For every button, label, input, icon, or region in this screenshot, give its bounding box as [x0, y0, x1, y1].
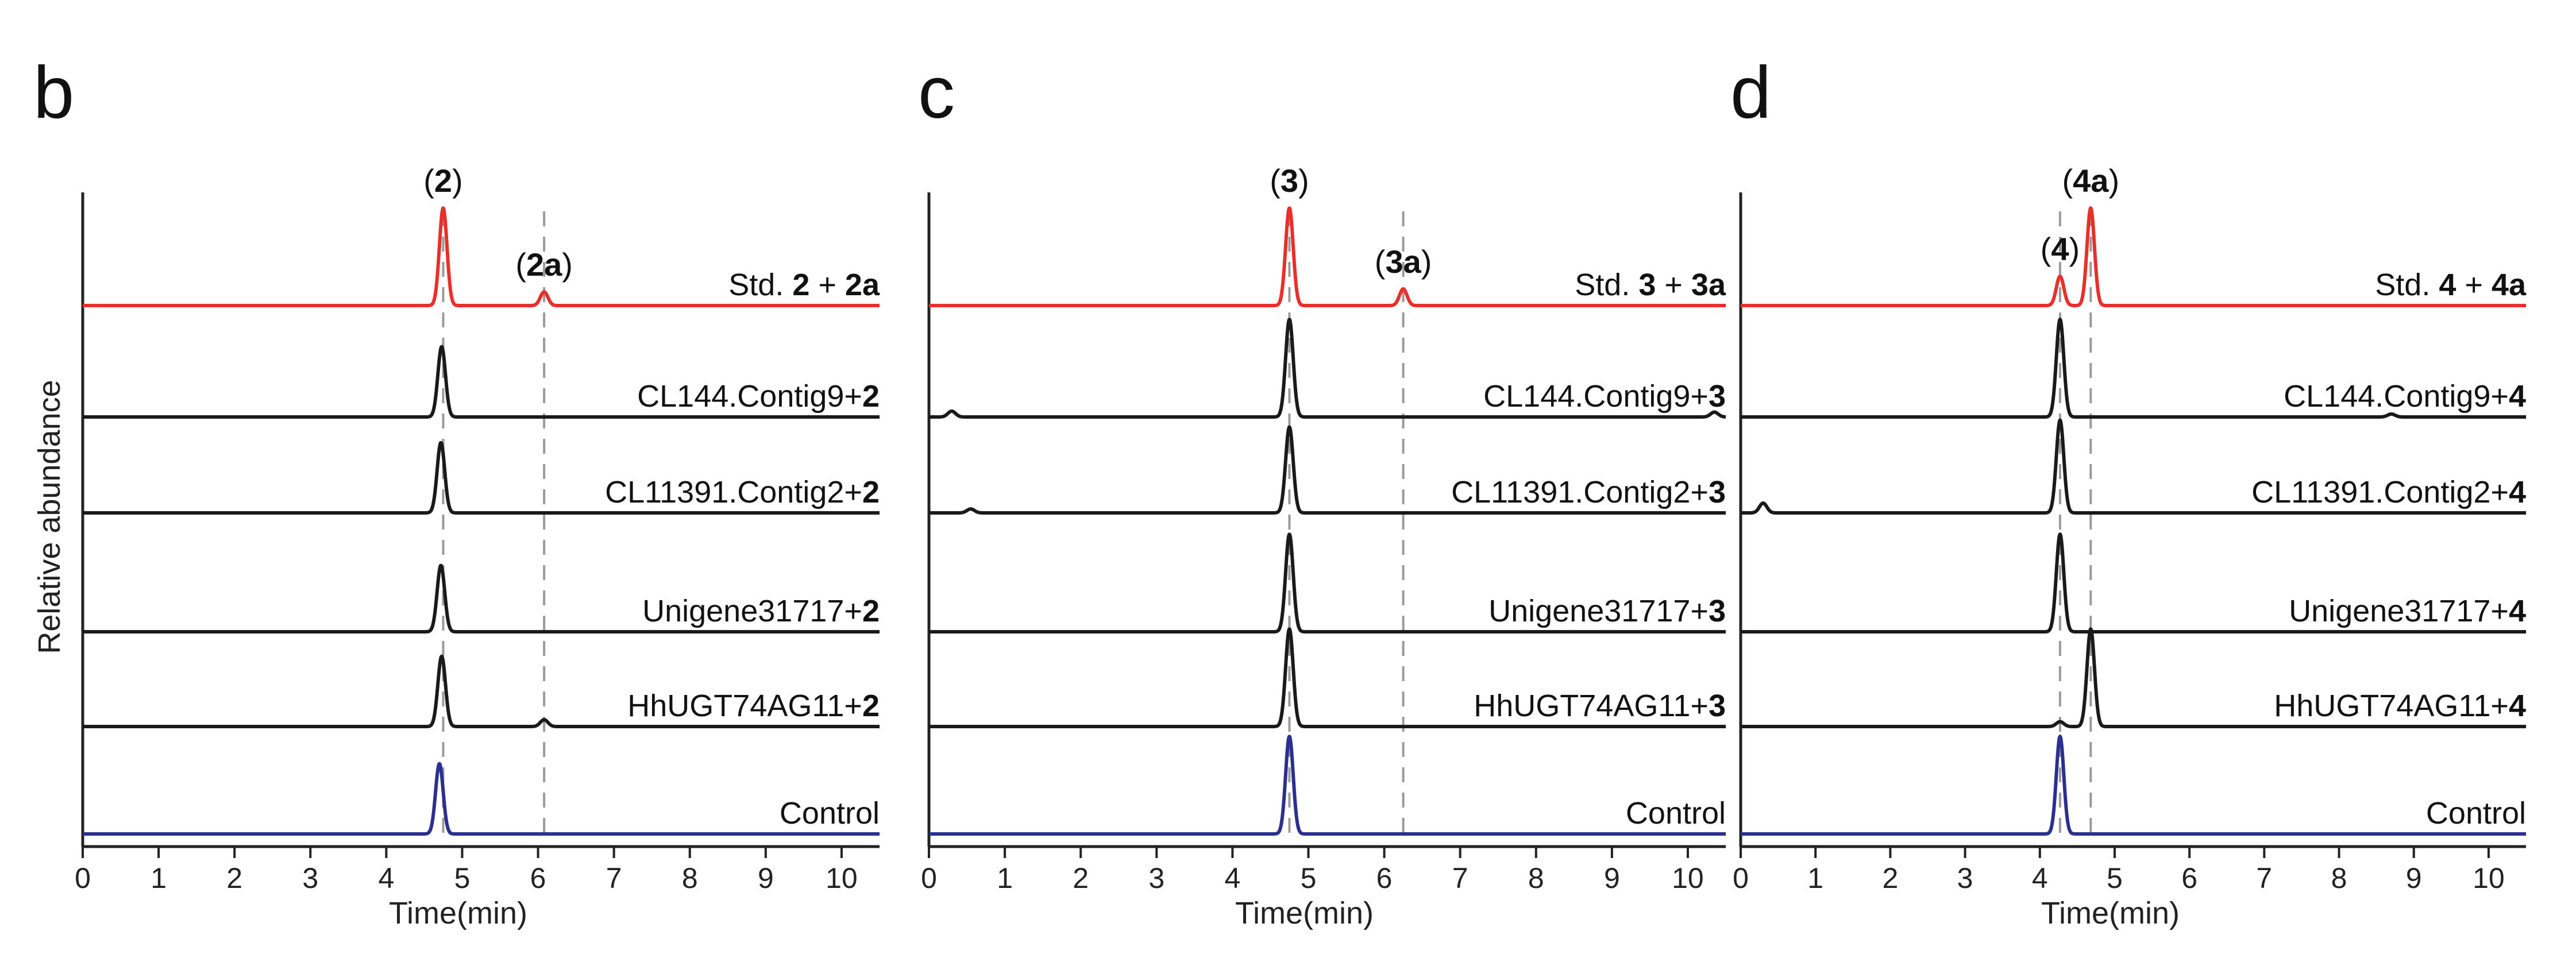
x-tick-label: 8 [1528, 862, 1544, 894]
x-tick-label: 9 [758, 862, 774, 894]
trace-line [928, 318, 1727, 419]
x-tick-label: 5 [2107, 862, 2123, 894]
trace-label: Unigene31717+3 [1488, 594, 1726, 628]
trace-label: HhUGT74AG11+3 [1474, 689, 1726, 723]
trace-label: Control [2426, 796, 2526, 830]
trace-line [1740, 627, 2527, 728]
peak-compound-label: (4) [2041, 231, 2080, 267]
trace-label: Unigene31717+2 [642, 594, 880, 628]
x-tick-label: 3 [1148, 862, 1164, 894]
trace-label: CL11391.Contig2+2 [605, 475, 880, 509]
x-tick-label: 10 [2473, 862, 2505, 894]
x-tick-label: 3 [302, 862, 318, 894]
x-tick-label: 5 [454, 862, 471, 894]
x-tick-label: 1 [997, 862, 1013, 894]
x-axis-title: Time(min) [1235, 896, 1374, 930]
trace-line [82, 345, 881, 419]
x-tick-label: 7 [1452, 862, 1468, 894]
x-tick-label: 2 [1073, 862, 1089, 894]
trace-label: Std. 3 + 3a [1575, 268, 1726, 302]
trace-line [928, 206, 1727, 307]
trace-line [928, 425, 1727, 515]
x-axis-title: Time(min) [389, 896, 527, 930]
x-tick-label: 0 [921, 862, 937, 894]
trace-line [1740, 318, 2527, 419]
peak-compound-label: (3a) [1375, 244, 1432, 280]
x-tick-label: 0 [75, 862, 91, 894]
trace-line [82, 206, 881, 307]
peak-compound-label: (2) [423, 163, 462, 199]
peak-compound-label: (4a) [2062, 163, 2119, 199]
trace-label: Control [1626, 796, 1726, 830]
x-tick-label: 7 [606, 862, 622, 894]
trace-line [1740, 418, 2527, 515]
x-tick-label: 8 [682, 862, 698, 894]
panel-letter: c [918, 52, 955, 134]
x-axis-title: Time(min) [2041, 896, 2180, 930]
trace-line [82, 762, 881, 836]
trace-label: CL11391.Contig2+4 [2251, 475, 2526, 509]
trace-line [82, 563, 881, 633]
y-axis-title-group: Relative abundance [32, 380, 67, 654]
x-tick-label: 2 [1882, 862, 1898, 894]
trace-line [928, 532, 1727, 633]
trace-label: Control [780, 796, 880, 830]
x-tick-label: 1 [151, 862, 167, 894]
x-tick-label: 4 [378, 862, 394, 894]
x-tick-label: 6 [530, 862, 546, 894]
panel-letter: b [33, 52, 74, 134]
x-tick-label: 6 [1376, 862, 1393, 894]
x-tick-label: 10 [1672, 862, 1704, 894]
panel-d: d 0 1 2 3 4 5 6 7 8 9 10 Time(min) Std. 4 + 4a CL144.C… [1730, 52, 2527, 930]
peak-compound-label: (3) [1270, 163, 1309, 199]
trace-label: CL144.Contig9+4 [2284, 379, 2526, 414]
trace-line [82, 654, 881, 728]
trace-label: Std. 2 + 2a [728, 268, 880, 302]
x-tick-label: 3 [1957, 862, 1973, 894]
trace-line [928, 735, 1727, 836]
trace-label: HhUGT74AG11+2 [627, 689, 880, 723]
trace-label: HhUGT74AG11+4 [2274, 689, 2526, 723]
panel-c: c 0 1 2 3 4 5 6 7 8 9 10 Time(min) Std. 3 + 3a CL144.C… [918, 52, 1727, 930]
x-tick-label: 5 [1301, 862, 1317, 894]
trace-line [928, 627, 1727, 728]
trace-line [82, 441, 881, 515]
trace-label: CL144.Contig9+2 [637, 379, 880, 414]
trace-label: CL11391.Contig2+3 [1451, 475, 1726, 509]
x-tick-label: 1 [1807, 862, 1823, 894]
trace-label: Std. 4 + 4a [2375, 268, 2527, 302]
x-tick-label: 7 [2256, 862, 2272, 894]
x-tick-label: 9 [2406, 862, 2422, 894]
panel-letter: d [1730, 52, 1771, 134]
x-tick-label: 4 [1224, 862, 1240, 894]
peak-compound-label: (2a) [515, 246, 573, 283]
x-tick-label: 0 [1733, 862, 1749, 894]
x-tick-label: 9 [1604, 862, 1620, 894]
x-tick-label: 2 [226, 862, 242, 894]
trace-line [1740, 532, 2527, 633]
y-axis-title: Relative abundance [32, 380, 67, 654]
x-tick-label: 4 [2032, 862, 2048, 894]
trace-line [1740, 206, 2527, 307]
x-tick-label: 10 [826, 862, 858, 894]
x-tick-label: 8 [2331, 862, 2347, 894]
x-tick-label: 6 [2181, 862, 2197, 894]
trace-label: CL144.Contig9+3 [1483, 379, 1726, 414]
panel-b: b 0 1 2 3 4 5 6 7 8 9 10 Time(min) Std. 2 + 2a CL144.C… [33, 52, 881, 930]
trace-label: Unigene31717+4 [2289, 594, 2526, 628]
trace-line [1740, 735, 2527, 836]
